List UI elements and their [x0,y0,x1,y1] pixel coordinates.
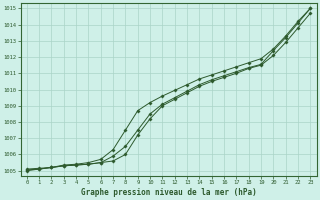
X-axis label: Graphe pression niveau de la mer (hPa): Graphe pression niveau de la mer (hPa) [81,188,256,197]
